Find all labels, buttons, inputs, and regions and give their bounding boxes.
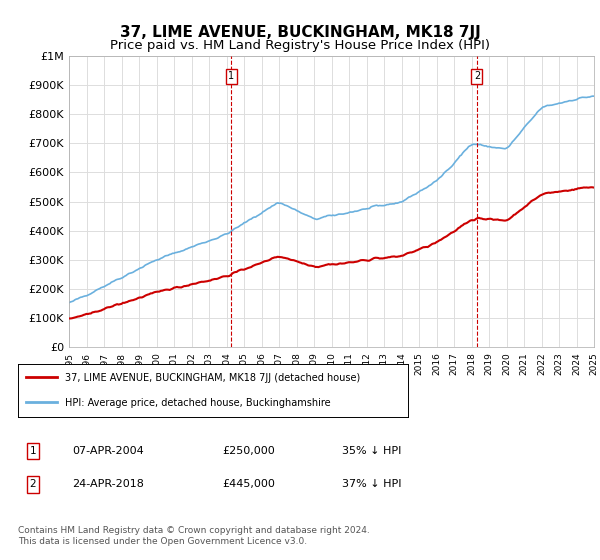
Text: 1: 1 — [29, 446, 37, 456]
Text: 2: 2 — [474, 71, 480, 81]
Text: 2: 2 — [29, 479, 37, 489]
Text: Price paid vs. HM Land Registry's House Price Index (HPI): Price paid vs. HM Land Registry's House … — [110, 39, 490, 52]
Text: 37, LIME AVENUE, BUCKINGHAM, MK18 7JJ: 37, LIME AVENUE, BUCKINGHAM, MK18 7JJ — [119, 25, 481, 40]
Text: £250,000: £250,000 — [222, 446, 275, 456]
Text: HPI: Average price, detached house, Buckinghamshire: HPI: Average price, detached house, Buck… — [65, 398, 331, 408]
Text: 07-APR-2004: 07-APR-2004 — [72, 446, 144, 456]
Text: 37% ↓ HPI: 37% ↓ HPI — [342, 479, 401, 489]
Text: 24-APR-2018: 24-APR-2018 — [72, 479, 144, 489]
Text: 1: 1 — [228, 71, 234, 81]
Text: 37, LIME AVENUE, BUCKINGHAM, MK18 7JJ (detached house): 37, LIME AVENUE, BUCKINGHAM, MK18 7JJ (d… — [65, 374, 360, 384]
Text: Contains HM Land Registry data © Crown copyright and database right 2024.
This d: Contains HM Land Registry data © Crown c… — [18, 526, 370, 546]
Text: 35% ↓ HPI: 35% ↓ HPI — [342, 446, 401, 456]
Text: £445,000: £445,000 — [222, 479, 275, 489]
